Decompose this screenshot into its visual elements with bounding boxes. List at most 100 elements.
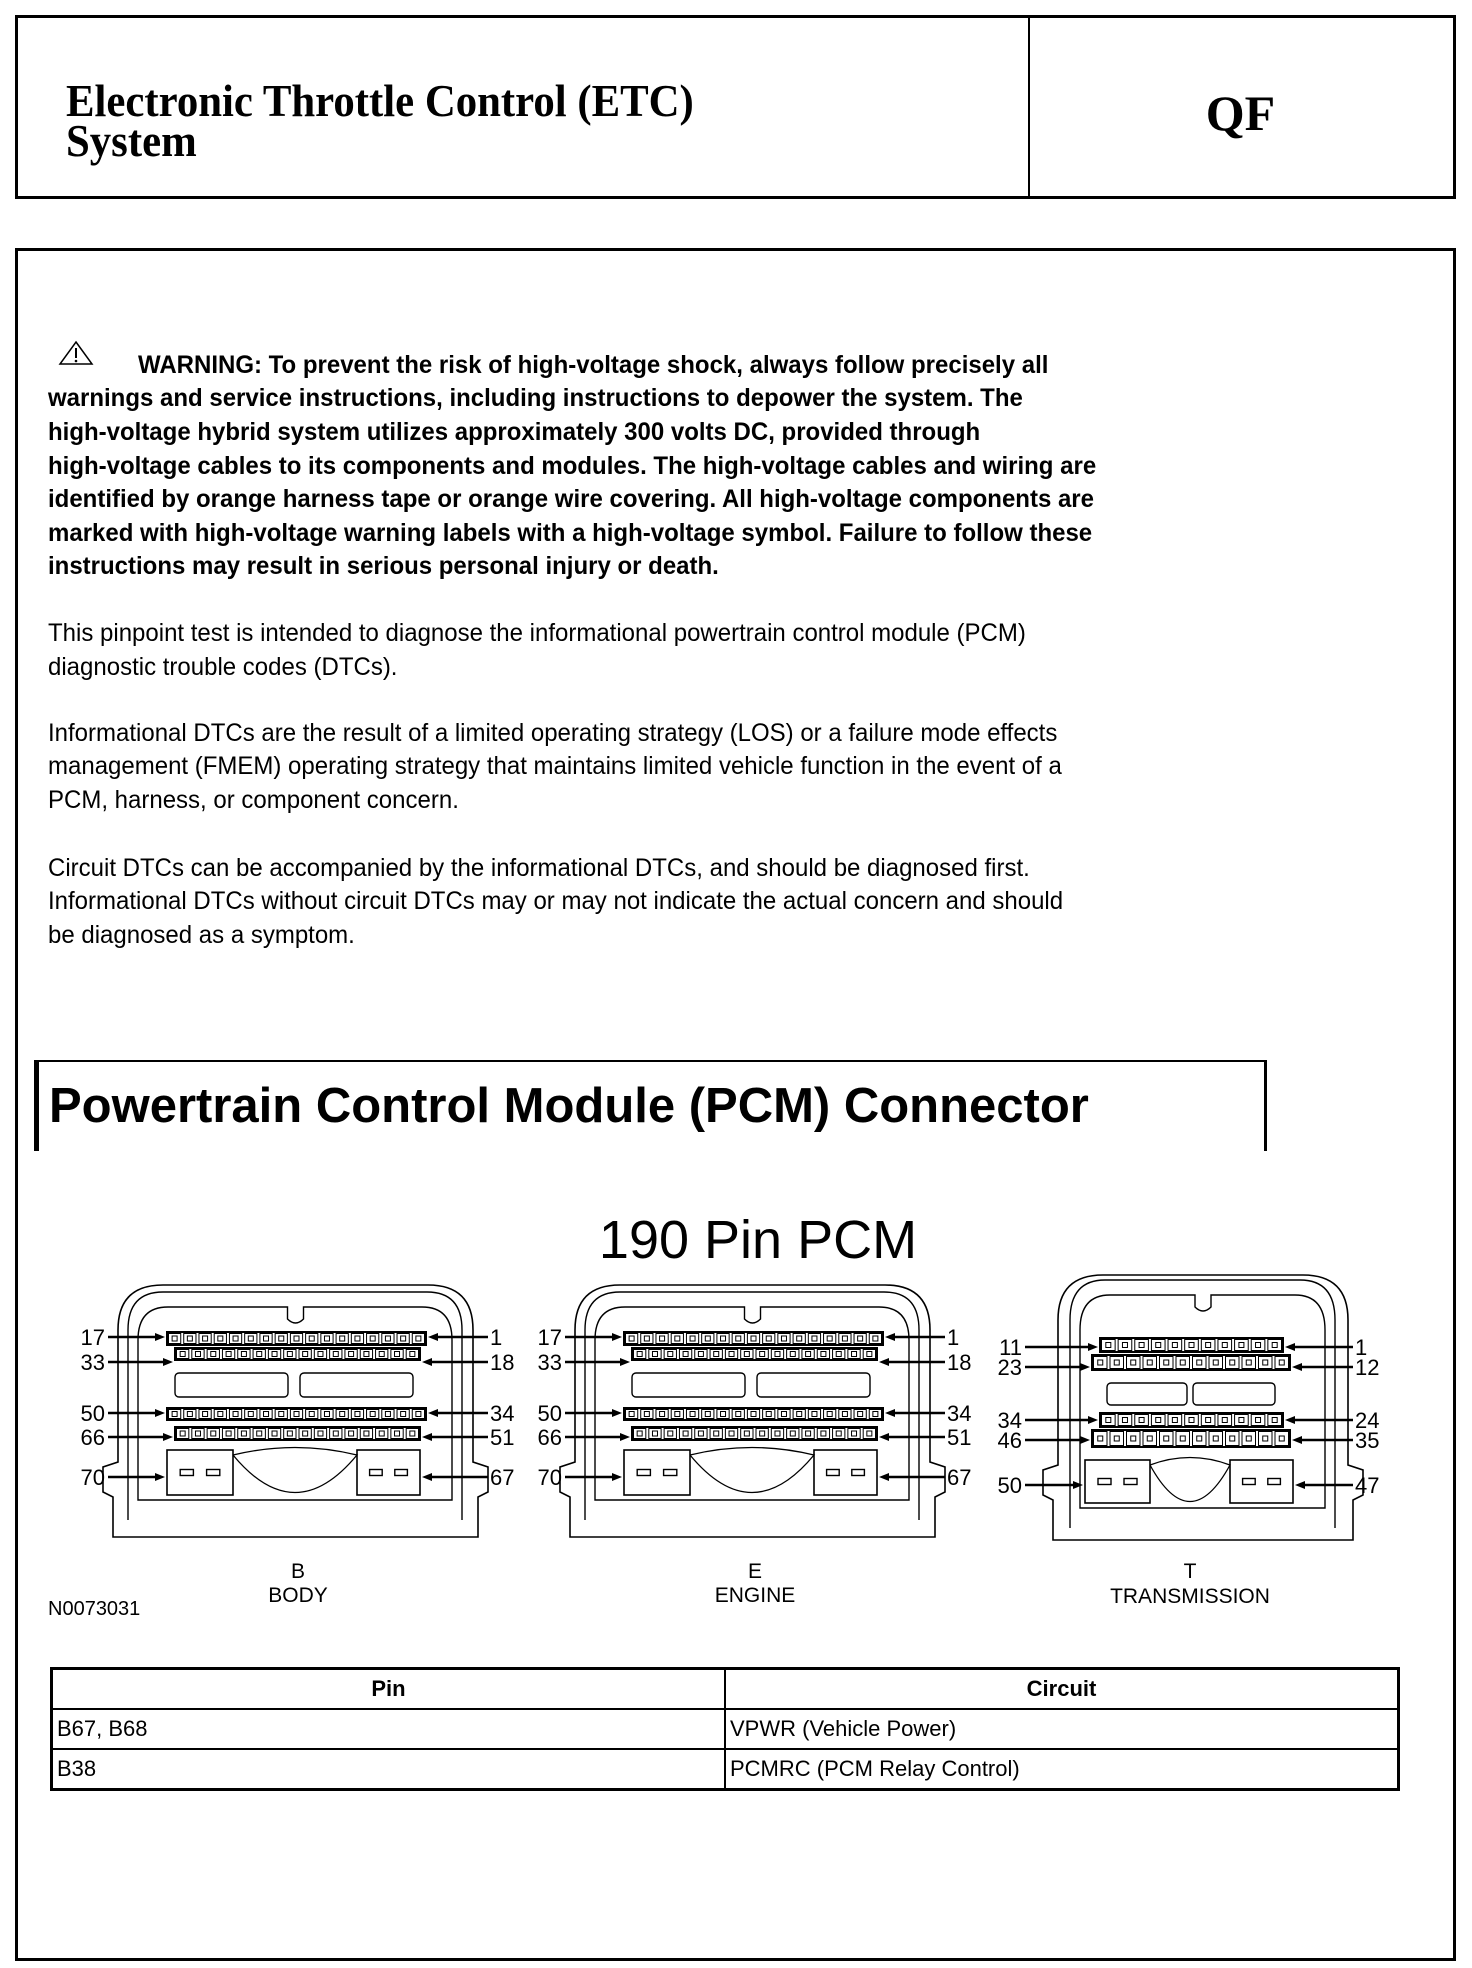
pin-label-left: 66 (538, 1425, 562, 1450)
content-box (15, 248, 1456, 1961)
pin-cavity (823, 1409, 837, 1419)
pin-terminal (256, 1351, 263, 1357)
pin-cavity (329, 1349, 343, 1359)
paragraph-line: This pinpoint test is intended to diagno… (48, 619, 1026, 647)
pin-cavity (252, 1349, 266, 1359)
arrowhead-icon (155, 1333, 165, 1341)
arrowhead-icon (879, 1433, 889, 1441)
pin-terminal (323, 1411, 330, 1417)
pin-terminal (1221, 1417, 1228, 1423)
pin-terminal (1196, 1435, 1203, 1442)
pin-cavity (1192, 1431, 1207, 1446)
pin-cavity (724, 1349, 739, 1359)
pin-terminal (217, 1335, 224, 1342)
pin-cavity (853, 1333, 867, 1344)
power-terminal (636, 1468, 652, 1477)
pin-terminal (225, 1430, 232, 1437)
pin-cavity (298, 1349, 312, 1359)
connector-key (232, 1446, 359, 1494)
pin-terminal (339, 1335, 346, 1342)
pin-terminal (636, 1430, 643, 1437)
pin-terminal (171, 1335, 178, 1342)
arrowhead-icon (1073, 1481, 1083, 1489)
pin-cavity (701, 1333, 715, 1344)
pin-cavity (625, 1333, 639, 1344)
pin-cavity (1258, 1431, 1273, 1446)
pin-terminal (1205, 1417, 1212, 1423)
pin-cavity (191, 1428, 205, 1439)
pin-terminal (332, 1430, 339, 1437)
pin-label-right: 67 (947, 1465, 971, 1490)
pin-label-right: 18 (490, 1350, 514, 1375)
arrowhead-icon (885, 1409, 895, 1417)
pin-cavity (740, 1349, 754, 1359)
pin-label-right: 34 (947, 1401, 971, 1426)
pin-cavity (847, 1349, 861, 1359)
pin-cavity (1241, 1356, 1256, 1369)
pin-cell: B38 (50, 1748, 726, 1791)
circuit-cell: PCMRC (PCM Relay Control) (724, 1748, 1400, 1791)
power-terminal-block (1229, 1459, 1294, 1504)
pin-cavity (411, 1409, 426, 1419)
pin-cavity (267, 1428, 282, 1439)
pin-terminal (1138, 1342, 1145, 1348)
pin-terminal (1212, 1359, 1219, 1366)
pin-terminal (1171, 1417, 1178, 1423)
pin-terminal (765, 1411, 772, 1417)
warning-line: high-voltage hybrid system utilizes appr… (48, 418, 981, 446)
pin-terminal (743, 1351, 750, 1357)
connector-window (299, 1372, 414, 1398)
pin-terminal (202, 1411, 209, 1417)
pin-cavity (335, 1409, 349, 1419)
pin-terminal (286, 1430, 293, 1437)
arrowhead-icon (1088, 1343, 1098, 1351)
pin-terminal (651, 1351, 658, 1357)
pin-terminal (643, 1335, 650, 1342)
warning-line: warnings and service instructions, inclu… (48, 384, 1023, 412)
pin-terminal (857, 1411, 864, 1417)
table-header-row: Pin Circuit (50, 1667, 1400, 1710)
pin-cavity (221, 1349, 236, 1359)
pin-cavity (1093, 1431, 1108, 1446)
pin-terminal (317, 1430, 324, 1437)
arrowhead-icon (1285, 1416, 1295, 1424)
pin-terminal (789, 1430, 796, 1437)
power-terminal (851, 1468, 866, 1477)
pin-terminal (232, 1335, 239, 1342)
pin-cavity (633, 1349, 647, 1359)
arrowhead-icon (163, 1433, 173, 1441)
pin-terminal (728, 1430, 735, 1437)
section-heading-box: Powertrain Control Module (PCM) Connecto… (34, 1060, 1267, 1151)
pin-cavity (786, 1428, 800, 1439)
pin-terminal (415, 1335, 422, 1342)
diagram-title: 190 Pin PCM (598, 1210, 918, 1270)
pin-cavity (648, 1349, 662, 1359)
pin-label-left: 46 (998, 1428, 1022, 1453)
pin-terminal (1155, 1417, 1162, 1423)
pin-cavity (305, 1409, 319, 1419)
pin-terminal (186, 1411, 193, 1417)
pin-row (166, 1331, 427, 1346)
pin-cavity (198, 1409, 212, 1419)
pin-label-right: 47 (1355, 1473, 1379, 1498)
pin-cavity (823, 1333, 837, 1344)
pin-terminal (394, 1351, 401, 1357)
connector-frame (584, 1291, 920, 1520)
pin-terminal (1188, 1417, 1195, 1423)
pin-cavity (298, 1428, 312, 1439)
pin-terminal (674, 1335, 681, 1342)
pin-cavity (770, 1349, 785, 1359)
pin-terminal (651, 1430, 658, 1437)
pin-terminal (697, 1430, 704, 1437)
pin-cavity (640, 1409, 654, 1419)
connector-letter: E (748, 1560, 762, 1583)
pin-cavity (694, 1428, 708, 1439)
pin-terminal (217, 1411, 224, 1417)
pin-terminal (308, 1335, 315, 1342)
pin-cavity (1241, 1431, 1256, 1446)
pin-terminal (1262, 1359, 1269, 1366)
connector-window (1192, 1382, 1276, 1406)
pin-cavity (678, 1428, 693, 1439)
pin-cavity (213, 1333, 227, 1344)
